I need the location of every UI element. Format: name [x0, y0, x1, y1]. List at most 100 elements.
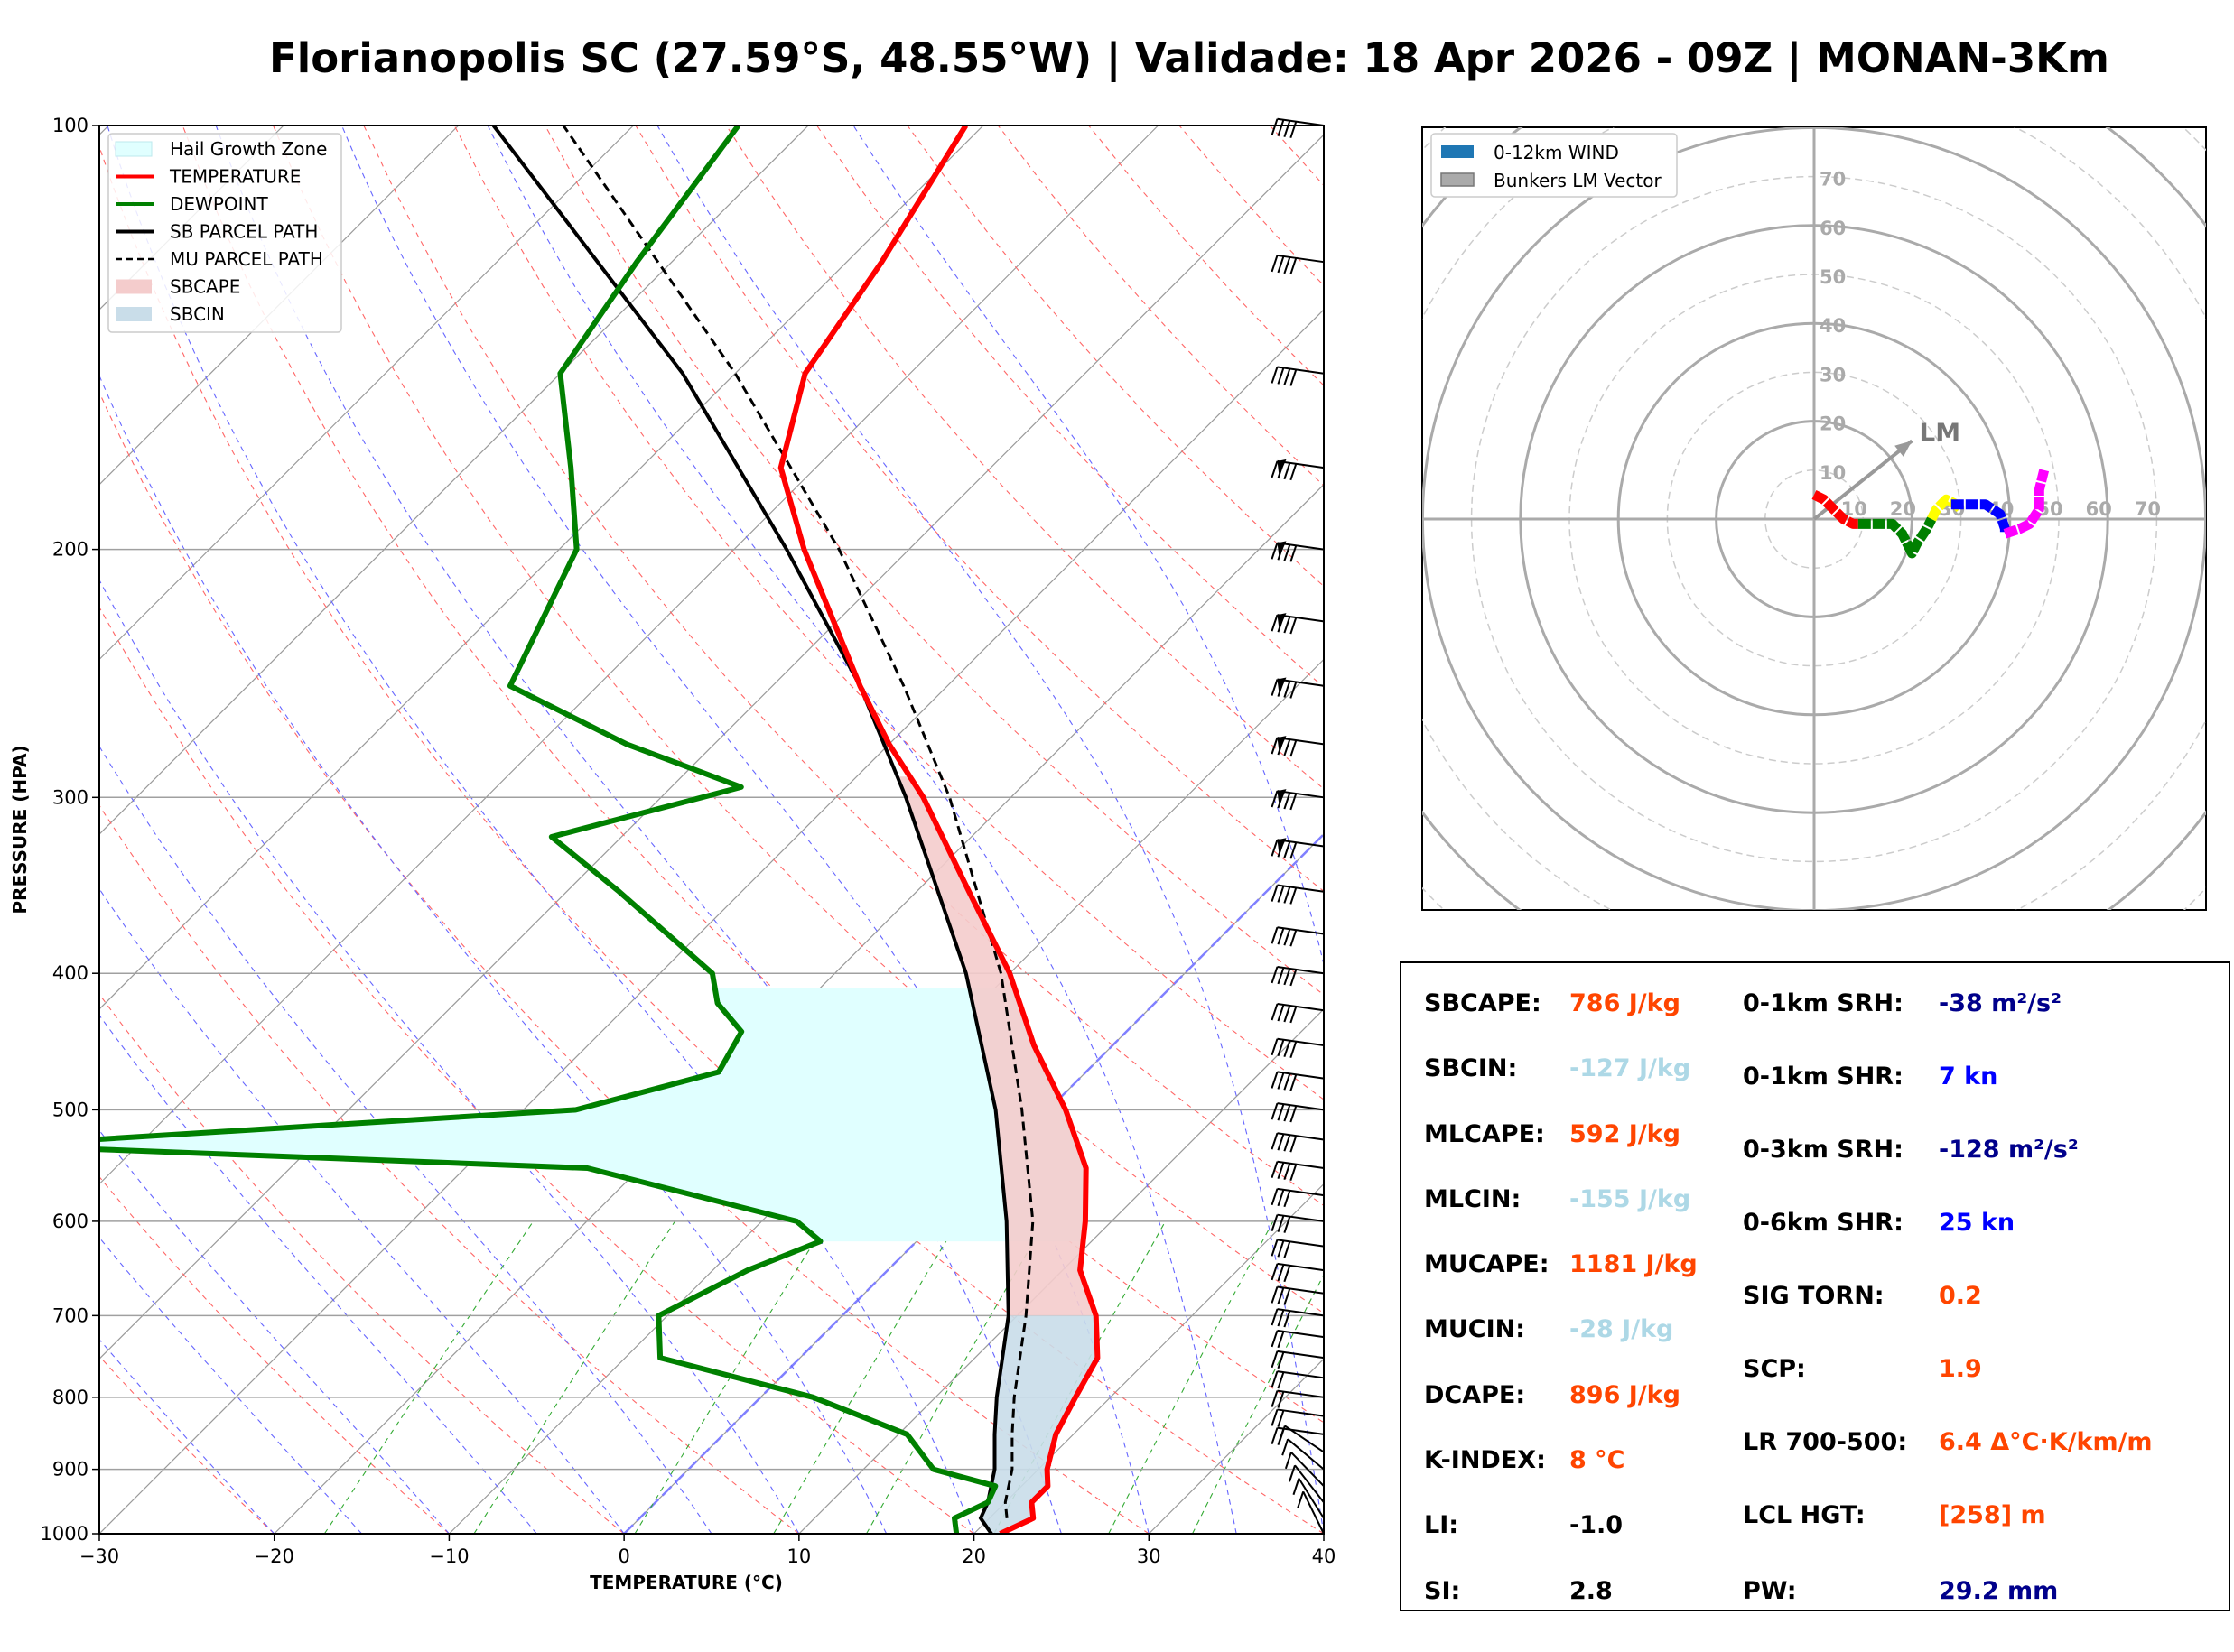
- hodograph-legend: 0-12km WIND Bunkers LM Vector: [1430, 133, 1678, 198]
- wind-barb: [1271, 366, 1325, 386]
- param-value: 592 J/kg: [1569, 1120, 1680, 1148]
- isotherm-line: [99, 125, 1159, 1185]
- param-row: LR 700-500:: [1743, 1428, 1907, 1456]
- legend-label: SB PARCEL PATH: [170, 221, 318, 243]
- wind-barb: [1271, 884, 1325, 905]
- param-value: -155 J/kg: [1569, 1185, 1691, 1213]
- param-value: 2.8: [1569, 1577, 1613, 1605]
- wind-barb: [1271, 1408, 1325, 1427]
- hodograph-ring-label: 60: [1820, 218, 1846, 239]
- param-value: 1181 J/kg: [1569, 1250, 1698, 1278]
- isotherm-line: [99, 125, 809, 835]
- param-label: K-INDEX:: [1424, 1446, 1546, 1474]
- wind-barb: [1271, 1239, 1325, 1258]
- param-row: MLCIN:: [1424, 1185, 1521, 1213]
- dry-adiabat: [273, 125, 1324, 1314]
- wind-barb: [1281, 1438, 1325, 1471]
- wind-barb: [1271, 677, 1325, 699]
- param-value: -128 m²/s²: [1939, 1136, 2079, 1164]
- param-value: 0.2: [1939, 1282, 1982, 1310]
- wind-barb: [1284, 1452, 1325, 1487]
- legend-swatch-wind: [1441, 145, 1474, 158]
- hodograph-wind-segment: [1811, 489, 1858, 529]
- hodograph-ring-label: 20: [1890, 498, 1916, 520]
- wind-barb: [1271, 1037, 1325, 1059]
- moist-adiabat: [107, 125, 975, 1534]
- param-label: 0-3km SRH:: [1743, 1136, 1904, 1164]
- isotherm-line: [99, 309, 1324, 1534]
- param-row: SI:: [1424, 1577, 1460, 1605]
- param-row: SBCAPE:: [1424, 989, 1541, 1017]
- x-tick-label: −30: [79, 1545, 119, 1567]
- dry-adiabat: [99, 804, 800, 1534]
- param-label: SBCAPE:: [1424, 989, 1541, 1017]
- hodograph-ring-label: 30: [1820, 364, 1846, 385]
- param-value: 25 kn: [1939, 1209, 2015, 1237]
- mixing-ratio-line: [993, 1220, 1167, 1534]
- param-row: SIG TORN:: [1743, 1282, 1885, 1310]
- param-label: MUCIN:: [1424, 1315, 1526, 1343]
- param-row: MUCAPE:: [1424, 1250, 1550, 1278]
- wind-barb: [1271, 1285, 1325, 1305]
- param-label: DCAPE:: [1424, 1381, 1526, 1409]
- y-tick-label: 300: [52, 786, 88, 808]
- hodograph-ring-label: 40: [1820, 315, 1846, 337]
- moist-adiabat: [99, 887, 625, 1534]
- wind-barb: [1271, 736, 1325, 757]
- moist-adiabat: [99, 1338, 275, 1534]
- hodograph-ring-label: 10: [1820, 462, 1846, 484]
- legend-label: Hail Growth Zone: [170, 138, 327, 160]
- wind-barb: [1271, 1102, 1325, 1123]
- x-tick-label: 40: [1312, 1545, 1336, 1567]
- wind-barb: [1271, 1213, 1325, 1233]
- wind-barb: [1271, 789, 1325, 811]
- isotherm-line: [274, 483, 1324, 1534]
- wind-barb: [1271, 117, 1325, 139]
- param-row: PW:: [1743, 1577, 1797, 1605]
- hodograph-ring-label: 70: [1820, 169, 1846, 190]
- param-value: 896 J/kg: [1569, 1381, 1680, 1409]
- param-label: SIG TORN:: [1743, 1282, 1885, 1310]
- dry-adiabat: [99, 144, 1324, 1534]
- y-tick-label: 900: [52, 1459, 88, 1480]
- param-value: 786 J/kg: [1569, 989, 1680, 1017]
- wind-barb: [1271, 1308, 1325, 1328]
- skewt-axis-ticks: −30 −20 −10 0 10 20 30 40 100 200 300 400 500 600 700 8…: [41, 115, 1336, 1567]
- param-row: 0-1km SRH:: [1743, 989, 1904, 1017]
- legend-label: DEWPOINT: [170, 193, 268, 215]
- hodograph-wind-segment: [2003, 469, 2050, 539]
- moist-adiabat: [99, 579, 800, 1534]
- param-row: SBCIN:: [1424, 1054, 1517, 1082]
- y-tick-label: 700: [52, 1304, 88, 1326]
- wind-barb: [1271, 613, 1325, 635]
- wind-barb: [1271, 1370, 1325, 1389]
- wind-barb: [1271, 1187, 1325, 1208]
- y-tick-label: 200: [52, 539, 88, 561]
- wind-barb: [1271, 541, 1325, 562]
- x-tick-label: 30: [1137, 1545, 1161, 1567]
- legend-swatch: [116, 307, 152, 321]
- freezing-isotherm: [623, 832, 1324, 1534]
- legend-label-lm: Bunkers LM Vector: [1494, 170, 1662, 191]
- wind-barb: [1292, 1478, 1325, 1519]
- x-axis-label: TEMPERATURE (°C): [590, 1572, 783, 1593]
- legend-swatch: [115, 141, 153, 157]
- y-tick-label: 800: [52, 1387, 88, 1408]
- skewt-profile-lines: [99, 125, 1101, 1534]
- param-label: 0-6km SHR:: [1743, 1209, 1904, 1237]
- x-tick-label: 20: [962, 1545, 986, 1567]
- param-row: MUCIN:: [1424, 1315, 1525, 1343]
- moist-adiabat: [99, 1237, 363, 1534]
- wind-barb: [1271, 1262, 1325, 1283]
- isotherm-line: [99, 125, 984, 1010]
- isotherm-line: [99, 125, 284, 311]
- param-value: 8 °C: [1569, 1446, 1625, 1474]
- mixing-ratio-line: [323, 1220, 535, 1534]
- wind-barb: [1271, 1350, 1325, 1369]
- moist-adiabat: [99, 374, 888, 1534]
- param-label: LCL HGT:: [1743, 1501, 1866, 1529]
- mu-parcel-line: [562, 125, 1035, 1518]
- skewt-frame: [98, 125, 1325, 1535]
